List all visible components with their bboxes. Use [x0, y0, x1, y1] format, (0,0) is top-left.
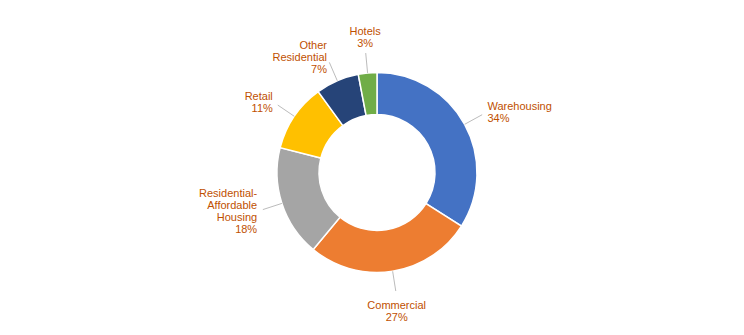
svg-text:Warehousing34%: Warehousing34% — [487, 100, 551, 124]
svg-text:Commercial27%: Commercial27% — [367, 299, 426, 323]
svg-text:Residential-AffordableHousing1: Residential-AffordableHousing18% — [199, 187, 257, 235]
svg-text:Hotels3%: Hotels3% — [350, 25, 382, 49]
svg-text:OtherResidential7%: OtherResidential7% — [273, 39, 328, 75]
svg-text:Retail11%: Retail11% — [245, 90, 273, 114]
